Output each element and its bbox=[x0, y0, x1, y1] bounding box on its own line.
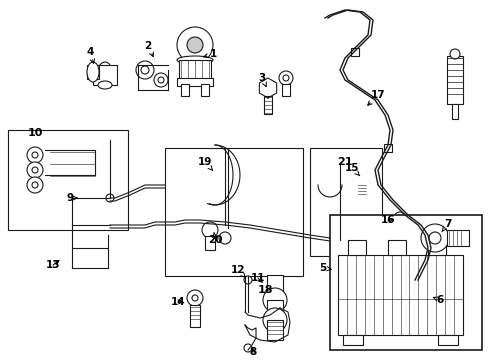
Text: 9: 9 bbox=[66, 193, 77, 203]
Circle shape bbox=[186, 37, 203, 53]
Circle shape bbox=[154, 73, 168, 87]
Bar bbox=[164, 148, 303, 276]
Text: 18: 18 bbox=[257, 285, 272, 295]
Circle shape bbox=[141, 66, 149, 74]
Circle shape bbox=[279, 71, 292, 85]
Circle shape bbox=[32, 152, 38, 158]
Circle shape bbox=[136, 61, 154, 79]
Bar bbox=[266, 275, 283, 295]
Circle shape bbox=[244, 276, 251, 284]
Circle shape bbox=[32, 167, 38, 173]
Bar bbox=[177, 78, 213, 86]
Text: 19: 19 bbox=[198, 157, 212, 170]
Circle shape bbox=[219, 232, 230, 244]
Circle shape bbox=[177, 27, 213, 63]
Text: 17: 17 bbox=[367, 90, 385, 105]
Text: 5: 5 bbox=[319, 263, 330, 273]
Circle shape bbox=[27, 162, 43, 178]
Text: 10: 10 bbox=[27, 128, 42, 138]
Bar bbox=[329, 215, 481, 350]
Bar bbox=[451, 104, 457, 119]
Bar bbox=[357, 183, 365, 197]
Bar bbox=[8, 130, 128, 230]
Circle shape bbox=[428, 232, 440, 244]
Circle shape bbox=[449, 49, 459, 59]
Text: 6: 6 bbox=[432, 295, 443, 305]
Circle shape bbox=[192, 295, 198, 301]
Text: 14: 14 bbox=[170, 297, 185, 307]
Bar bbox=[347, 240, 365, 255]
Circle shape bbox=[393, 212, 405, 224]
Bar bbox=[181, 84, 189, 96]
Text: 21: 21 bbox=[337, 157, 352, 167]
Circle shape bbox=[263, 288, 286, 312]
Text: 16: 16 bbox=[380, 215, 394, 225]
Ellipse shape bbox=[98, 62, 112, 82]
Bar bbox=[387, 240, 405, 255]
Bar bbox=[350, 48, 358, 56]
Circle shape bbox=[420, 224, 448, 252]
Circle shape bbox=[32, 182, 38, 188]
Text: 3: 3 bbox=[258, 73, 266, 86]
Circle shape bbox=[27, 177, 43, 193]
Circle shape bbox=[283, 75, 288, 81]
Bar bbox=[179, 60, 210, 80]
Bar bbox=[190, 305, 200, 327]
Text: 11: 11 bbox=[250, 273, 264, 283]
Bar bbox=[395, 222, 403, 234]
Ellipse shape bbox=[177, 56, 213, 64]
Bar bbox=[266, 320, 283, 340]
Circle shape bbox=[336, 220, 346, 230]
Bar bbox=[87, 65, 99, 79]
Circle shape bbox=[106, 194, 114, 202]
Text: 20: 20 bbox=[207, 232, 222, 245]
Text: 13: 13 bbox=[46, 260, 60, 270]
Bar bbox=[282, 84, 289, 96]
Bar bbox=[437, 335, 457, 345]
Text: 1: 1 bbox=[203, 49, 216, 59]
Bar bbox=[337, 255, 462, 335]
Circle shape bbox=[244, 344, 251, 352]
Ellipse shape bbox=[98, 81, 112, 89]
Circle shape bbox=[186, 290, 203, 306]
Bar bbox=[427, 240, 445, 255]
Bar bbox=[204, 236, 215, 250]
Text: 4: 4 bbox=[86, 47, 94, 63]
Bar bbox=[446, 56, 462, 104]
Circle shape bbox=[354, 171, 368, 185]
Ellipse shape bbox=[87, 62, 99, 82]
Bar bbox=[309, 148, 381, 256]
Bar bbox=[201, 84, 208, 96]
Bar bbox=[264, 96, 271, 114]
Circle shape bbox=[27, 147, 43, 163]
Bar bbox=[446, 230, 468, 246]
Bar bbox=[337, 230, 346, 245]
Text: 15: 15 bbox=[344, 163, 359, 176]
Circle shape bbox=[202, 222, 218, 238]
Bar bbox=[342, 335, 362, 345]
Circle shape bbox=[158, 77, 163, 83]
Text: 7: 7 bbox=[441, 219, 451, 232]
Bar bbox=[383, 144, 391, 152]
Circle shape bbox=[263, 308, 286, 332]
Text: 12: 12 bbox=[230, 265, 245, 278]
Bar bbox=[93, 65, 117, 85]
Text: 8: 8 bbox=[249, 347, 256, 357]
Bar bbox=[266, 300, 283, 320]
Text: 2: 2 bbox=[144, 41, 153, 57]
